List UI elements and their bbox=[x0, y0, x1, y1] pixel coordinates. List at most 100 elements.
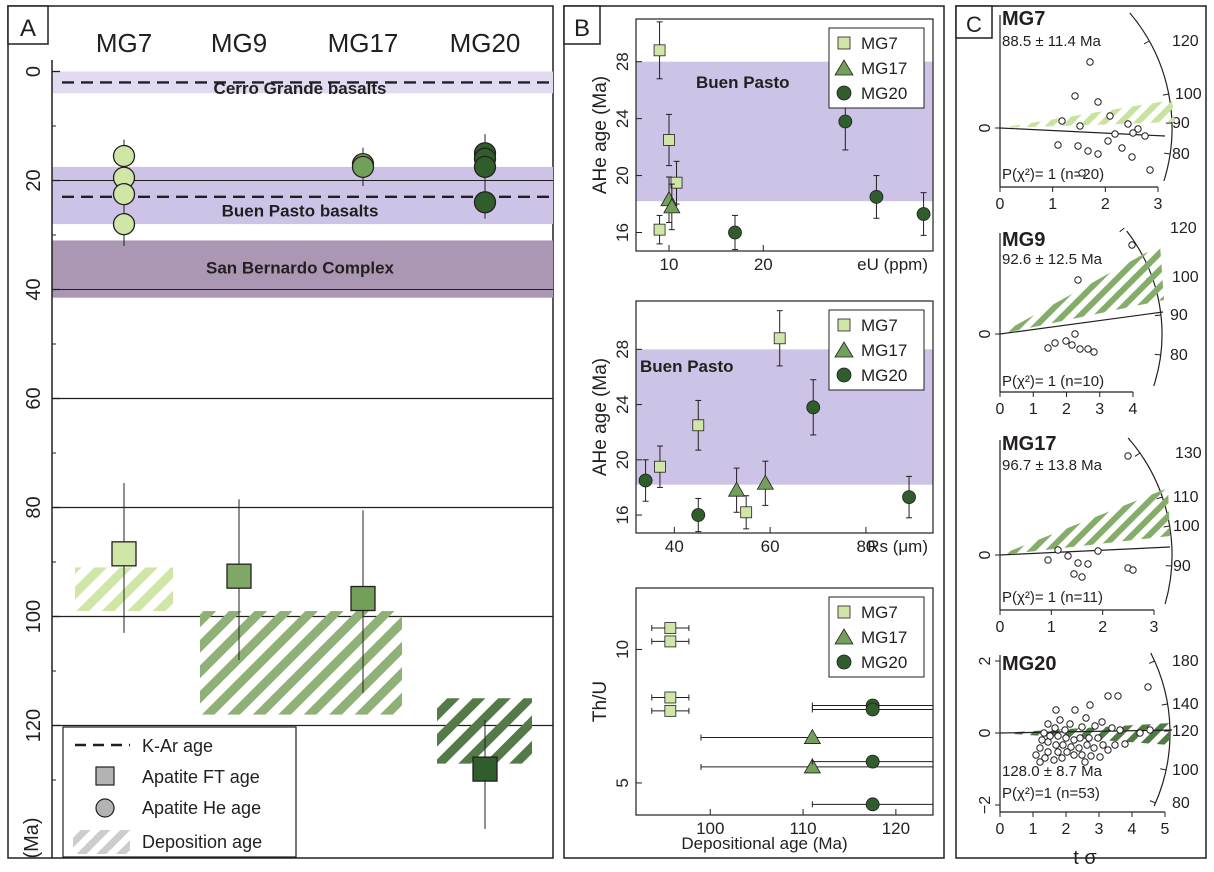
panel-a-band bbox=[52, 240, 553, 298]
panel-a-he-point bbox=[473, 191, 497, 214]
panel-a-ft-point bbox=[472, 756, 498, 782]
panel-c-data-point bbox=[1081, 758, 1089, 766]
panel-b-point-mg7 bbox=[663, 134, 675, 146]
panel-a-he-point bbox=[112, 182, 136, 206]
panel-a-ft-point bbox=[226, 563, 252, 589]
panel-a-y-tick-label: 80 bbox=[23, 496, 45, 518]
panel-b-legend-label: MG7 bbox=[861, 316, 898, 335]
panel-b-x-tick-label: 120 bbox=[882, 819, 910, 838]
panel-c-z-tick-label: 0 bbox=[977, 550, 994, 559]
panel-c-arc-tick-label: 120 bbox=[1172, 723, 1199, 740]
panel-c-data-point bbox=[1084, 560, 1092, 568]
panel-c-sample-label: MG7 bbox=[1002, 8, 1045, 30]
panel-a-y-tick-label: 120 bbox=[23, 709, 45, 742]
legend-ft-symbol bbox=[95, 766, 115, 786]
panel-c-data-point bbox=[1071, 706, 1079, 714]
panel-b-point-mg17 bbox=[756, 474, 775, 490]
panel-b-point-mg7 bbox=[740, 506, 753, 519]
panel-c-data-point bbox=[1040, 729, 1048, 737]
panel-c-x-tick-label: 2 bbox=[1098, 619, 1107, 636]
panel-b-legend-label: MG20 bbox=[861, 653, 907, 672]
panel-c-data-point bbox=[1129, 129, 1137, 137]
panel-c-arc-tick-label: 130 bbox=[1175, 445, 1202, 462]
panel-a-y-tick-label: 60 bbox=[23, 387, 45, 409]
panel-c-data-point bbox=[1078, 169, 1086, 177]
panel-b-x-tick-label: 80 bbox=[856, 537, 875, 556]
panel-b-x-axis-label: Depositional age (Ma) bbox=[681, 834, 847, 853]
panel-a-he-point bbox=[112, 212, 136, 236]
panel-c-data-point bbox=[1146, 166, 1154, 174]
panel-c-arc-tick-label: 100 bbox=[1172, 269, 1199, 286]
panel-c-central-age-line bbox=[999, 127, 1166, 137]
panel-c-x-tick-label: 1 bbox=[1029, 821, 1038, 838]
panel-b-point-mg7 bbox=[664, 635, 677, 648]
panel-c-arc-tick bbox=[1154, 353, 1161, 356]
panel-b-legend-label: MG7 bbox=[861, 603, 898, 622]
panel-a-deposition-box bbox=[200, 611, 402, 715]
panel-a-band bbox=[52, 166, 553, 225]
panel-c-age-label: 128.0 ± 8.7 Ma bbox=[1002, 763, 1103, 780]
panel-c-data-point bbox=[1046, 732, 1054, 740]
legend-mg17-symbol bbox=[834, 341, 854, 358]
panel-c-arc-tick-label: 110 bbox=[1173, 489, 1199, 506]
panel-c-data-point bbox=[1104, 746, 1112, 754]
panel-c-data-point bbox=[1128, 241, 1136, 249]
panel-c-data-point bbox=[1108, 724, 1116, 732]
panel-a-y-tick-label: 20 bbox=[23, 169, 45, 191]
panel-c-x-tick-label: 0 bbox=[996, 821, 1005, 838]
panel-a-frame bbox=[7, 5, 554, 859]
panel-b-point-mg7 bbox=[653, 44, 666, 57]
panel-c-data-point bbox=[1104, 137, 1112, 145]
panel-c-data-point bbox=[1041, 754, 1049, 762]
panel-c-data-point bbox=[1090, 744, 1098, 752]
panel-c-data-point bbox=[1058, 754, 1066, 762]
panel-b-frame bbox=[563, 5, 945, 859]
panel-b-point-mg20 bbox=[728, 225, 742, 240]
panel-b-point-mg17 bbox=[803, 728, 822, 744]
panel-b-point-mg17 bbox=[803, 758, 822, 774]
panel-c-data-point bbox=[1094, 734, 1102, 742]
panel-b-point-mg20 bbox=[838, 114, 853, 129]
panel-b-y-tick-label: 20 bbox=[613, 166, 632, 185]
panel-c-data-point bbox=[1082, 714, 1090, 722]
panel-b-y-tick-label: 24 bbox=[613, 395, 632, 414]
panel-c-x-tick-label: 3 bbox=[1150, 619, 1159, 636]
panel-c-arc-tick-label: 120 bbox=[1170, 220, 1197, 237]
legend-mg17-symbol bbox=[834, 59, 854, 76]
panel-c-arc-tick bbox=[1164, 152, 1171, 155]
panel-c-data-point bbox=[1044, 738, 1052, 746]
panel-c-stat-label: P(χ²)= 1 (n=10) bbox=[1002, 373, 1104, 390]
panel-c-data-point bbox=[1144, 683, 1152, 691]
panel-c-x-tick-label: 3 bbox=[1095, 821, 1104, 838]
panel-b-point-mg7 bbox=[664, 704, 677, 717]
panel-c-data-point bbox=[1128, 153, 1136, 161]
panel-b-x-axis-label: Rs (μm) bbox=[867, 537, 928, 556]
panel-c-data-point bbox=[1068, 341, 1076, 349]
panel-c-x-tick-label: 4 bbox=[1128, 821, 1137, 838]
panel-c-x-tick-label: 5 bbox=[1161, 821, 1170, 838]
panel-a-band-label: San Bernardo Complex bbox=[206, 259, 395, 278]
panel-b-band-label: Buen Pasto bbox=[640, 357, 734, 376]
panel-b-legend-label: MG17 bbox=[861, 628, 907, 647]
panel-b-point-mg20 bbox=[916, 207, 931, 221]
panel-c-data-point bbox=[1036, 758, 1044, 766]
legend-mg17-symbol bbox=[834, 628, 854, 645]
panel-c-data-point bbox=[1056, 716, 1064, 724]
panel-c-data-point bbox=[1074, 142, 1082, 150]
panel-c-data-point bbox=[1094, 98, 1102, 106]
legend-he-label: Apatite He age bbox=[142, 798, 261, 818]
legend-mg7-symbol bbox=[837, 318, 851, 332]
panel-b-data bbox=[638, 310, 916, 533]
panel-c-data-point bbox=[1118, 144, 1126, 152]
panel-c-data-point bbox=[1084, 147, 1092, 155]
panel-c-arc-tick bbox=[1149, 800, 1156, 804]
panel-c-deposition-wedge bbox=[1000, 100, 1175, 128]
panel-c-age-label: 92.6 ± 12.5 Ma bbox=[1002, 251, 1103, 268]
panel-c-data-point bbox=[1062, 337, 1070, 345]
panel-a-ft-point bbox=[111, 541, 137, 567]
panel-a-column-header: MG9 bbox=[211, 28, 267, 58]
panel-a-y-tick-label: 40 bbox=[23, 278, 45, 300]
legend-mg20-symbol bbox=[836, 367, 852, 383]
panel-a-legend: K-Ar age Apatite FT age Apatite He age D… bbox=[62, 726, 297, 858]
panel-c-z-tick-label: 0 bbox=[977, 123, 994, 132]
